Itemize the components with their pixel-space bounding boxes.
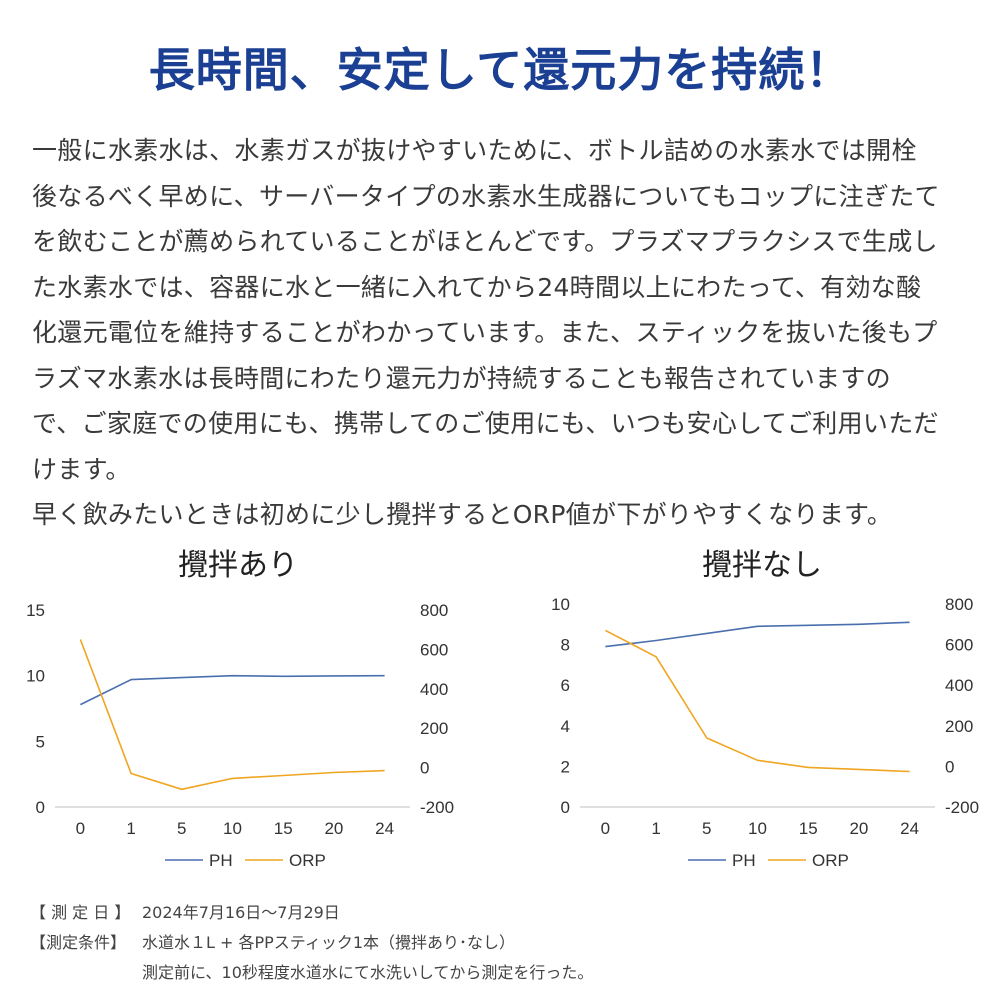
y-left-tick-label: 10 [26,667,45,686]
y-right-tick-label: 800 [945,595,973,614]
measurement-conditions-row: 【測定条件】 水道水１L + 各PPスティック1本（攪拌あり･なし） [30,928,970,958]
x-tick-label: 15 [799,819,818,838]
x-tick-label: 0 [76,819,85,838]
x-tick-label: 24 [900,819,919,838]
y-left-tick-label: 15 [26,601,45,620]
series-line-orp [79,639,385,791]
y-right-tick-label: 800 [420,601,448,620]
headline: 長時間、安定して還元力を持続！ [148,43,853,97]
y-right-tick-label: 400 [420,680,448,699]
x-tick-label: 1 [651,819,660,838]
x-tick-label: 10 [748,819,767,838]
x-tick-label: 10 [223,819,242,838]
series-line-orp [605,629,910,773]
body-line: 一般に水素水は、水素ガスが抜けやすいために、ボトル詰めの水素水では開栓 [32,136,917,165]
measurement-date-row: 【 測 定 日 】 2024年7月16日〜7月29日 [30,898,970,928]
body-line: で、ご家庭での使用にも、携帯してのご使用にも、いつも安心してご利用いただ [32,409,939,438]
y-right-tick-label: -200 [945,798,979,817]
y-left-tick-label: 0 [561,798,570,817]
body-line: ラズマ水素水は長時間にわたり還元力が持続することも報告されていますの [32,363,891,393]
x-tick-label: 20 [324,819,343,838]
y-left-tick-label: 6 [561,676,570,695]
body-line: 後なるべく早めに、サーバータイプの水素水生成器についてもコップに注ぎたて [32,181,940,211]
body-line: た水素水では、容器に水と一緒に入れてから24時間以上にわたって、有効な酸 [32,272,922,302]
x-tick-label: 1 [126,819,135,838]
body-line: 早く飲みたいときは初めに少し攪拌するとORP値が下がりやすくなります。 [32,500,893,529]
series-line-ph [80,674,385,706]
body-text: 一般に水素水は、水素ガスが抜けやすいために、ボトル詰めの水素水では開栓 後なるべ… [32,128,972,538]
y-right-tick-label: 600 [945,636,973,655]
y-right-tick-label: 400 [945,676,973,695]
y-left-tick-label: 10 [551,595,570,614]
y-left-tick-label: 2 [561,757,570,776]
measurement-conditions-detail: 測定前に、10秒程度水道水にて水洗いしてから測定を行った。 [142,963,594,982]
measurement-date-label: 【 測 定 日 】 [30,903,131,922]
y-right-tick-label: 200 [420,719,448,738]
legend-label-ph: PH [732,851,756,870]
legend-label-orp: ORP [289,851,326,870]
y-right-tick-label: 200 [945,717,973,736]
chart-title-unstirred: 攪拌なし [702,548,822,583]
measurement-conditions-value: 水道水１L + 各PPスティック1本（攪拌あり･なし） [142,933,516,952]
y-left-tick-label: 8 [561,636,570,655]
measurement-date-value: 2024年7月16日〜7月29日 [142,903,340,922]
y-right-tick-label: 0 [945,757,954,776]
y-left-tick-label: 4 [561,717,570,736]
measurement-notes: 【 測 定 日 】 2024年7月16日〜7月29日 【測定条件】 水道水１L + … [30,898,970,988]
y-right-tick-label: 0 [420,759,429,778]
x-tick-label: 5 [177,819,186,838]
x-tick-label: 0 [601,819,610,838]
body-line: けます。 [32,454,131,484]
x-tick-label: 15 [274,819,293,838]
chart-title-stirred: 攪拌あり [178,548,298,583]
x-tick-label: 24 [375,819,394,838]
x-tick-label: 20 [849,819,868,838]
legend-label-orp: ORP [812,851,849,870]
y-right-tick-label: -200 [420,798,454,817]
legend-label-ph: PH [209,851,233,870]
y-left-tick-label: 0 [36,798,45,817]
body-line: 化還元電位を維持することがわかっています。また、スティックを抜いた後もプ [32,318,938,347]
series-line-ph [605,621,910,648]
y-right-tick-label: 600 [420,640,448,659]
y-left-tick-label: 5 [36,732,45,751]
measurement-conditions-label: 【測定条件】 [30,933,127,952]
body-line: を飲むことが薦められていることがほとんどです。プラズマプラクシスで生成し [32,227,938,256]
x-tick-label: 5 [702,819,711,838]
